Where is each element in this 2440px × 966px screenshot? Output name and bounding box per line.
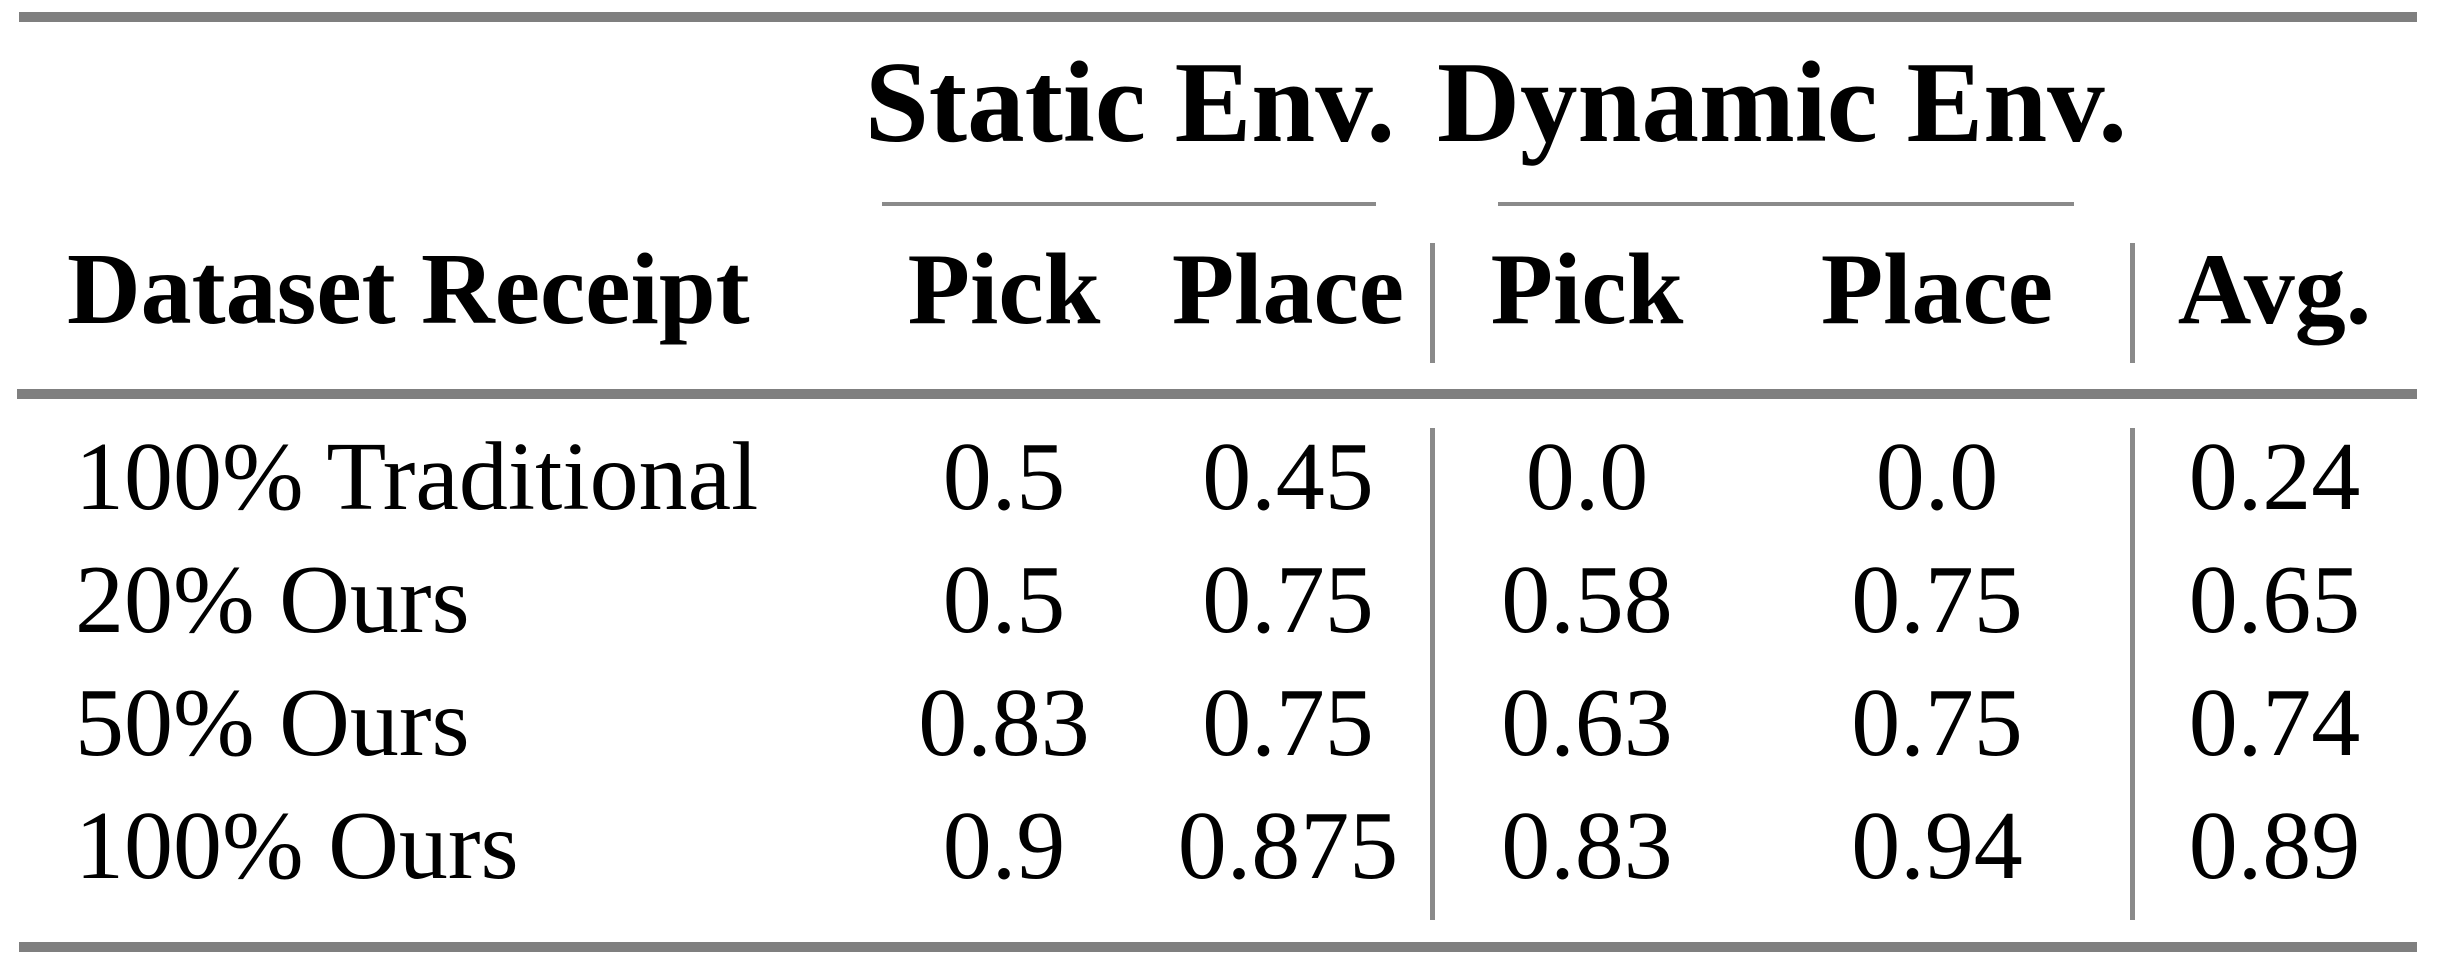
header-dynamic-pick: Pick bbox=[1490, 233, 1684, 346]
table-top-rule bbox=[19, 12, 2417, 22]
cell-dynamic-pick: 0.83 bbox=[1501, 792, 1673, 900]
header-dataset-receipt: Dataset Receipt bbox=[67, 233, 750, 346]
vertical-separator-avg-header bbox=[2130, 243, 2135, 363]
cell-dynamic-place: 0.94 bbox=[1851, 792, 2023, 900]
cell-avg: 0.24 bbox=[2188, 423, 2361, 531]
cell-static-place: 0.75 bbox=[1202, 669, 1374, 777]
row-label: 100% Ours bbox=[75, 792, 519, 900]
cell-dynamic-pick: 0.0 bbox=[1525, 423, 1649, 531]
column-group-dynamic-env: Dynamic Env. bbox=[1436, 39, 2128, 166]
cell-dynamic-place: 0.0 bbox=[1875, 423, 1999, 531]
row-label: 20% Ours bbox=[75, 546, 470, 654]
header-static-place: Place bbox=[1171, 233, 1405, 346]
column-group-static-env: Static Env. bbox=[864, 39, 1396, 166]
vertical-separator-static-dynamic-header bbox=[1430, 243, 1435, 363]
table-row: 20% Ours 0.5 0.75 0.58 0.75 0.65 bbox=[19, 551, 2417, 649]
table-row: 100% Traditional 0.5 0.45 0.0 0.0 0.24 bbox=[19, 428, 2417, 526]
cell-static-pick: 0.5 bbox=[942, 423, 1066, 531]
static-env-cmidrule bbox=[882, 202, 1376, 206]
cell-static-place: 0.875 bbox=[1177, 792, 1399, 900]
cell-avg: 0.89 bbox=[2188, 792, 2361, 900]
cell-dynamic-pick: 0.63 bbox=[1501, 669, 1673, 777]
vertical-separator-static-dynamic-body bbox=[1430, 428, 1435, 920]
header-static-pick: Pick bbox=[907, 233, 1101, 346]
header-dynamic-place: Place bbox=[1820, 233, 2054, 346]
header-separator-rule bbox=[17, 389, 2417, 399]
dynamic-env-cmidrule bbox=[1498, 202, 2074, 206]
table-row: 100% Ours 0.9 0.875 0.83 0.94 0.89 bbox=[19, 797, 2417, 895]
cell-dynamic-pick: 0.58 bbox=[1501, 546, 1673, 654]
cell-static-pick: 0.83 bbox=[918, 669, 1090, 777]
table-row: 50% Ours 0.83 0.75 0.63 0.75 0.74 bbox=[19, 674, 2417, 772]
cell-dynamic-place: 0.75 bbox=[1851, 669, 2023, 777]
header-avg: Avg. bbox=[2177, 233, 2372, 346]
row-label: 50% Ours bbox=[75, 669, 470, 777]
cell-dynamic-place: 0.75 bbox=[1851, 546, 2023, 654]
cell-static-place: 0.75 bbox=[1202, 546, 1374, 654]
cell-static-place: 0.45 bbox=[1202, 423, 1374, 531]
table-header-row: Dataset Receipt Pick Place Pick Place Av… bbox=[19, 239, 2417, 341]
vertical-separator-avg-body bbox=[2130, 428, 2135, 920]
cell-avg: 0.74 bbox=[2188, 669, 2361, 777]
table-bottom-rule bbox=[19, 942, 2417, 952]
cell-avg: 0.65 bbox=[2188, 546, 2361, 654]
cell-static-pick: 0.9 bbox=[942, 792, 1066, 900]
cell-static-pick: 0.5 bbox=[942, 546, 1066, 654]
row-label: 100% Traditional bbox=[75, 423, 759, 531]
